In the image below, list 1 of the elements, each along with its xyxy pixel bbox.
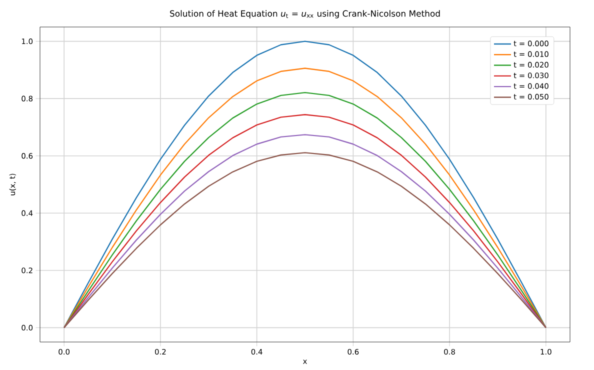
chart-title: Solution of Heat Equation u$_{t}$ = u$_{xx}$ using Crank-Nicolson Method: [170, 10, 440, 18]
